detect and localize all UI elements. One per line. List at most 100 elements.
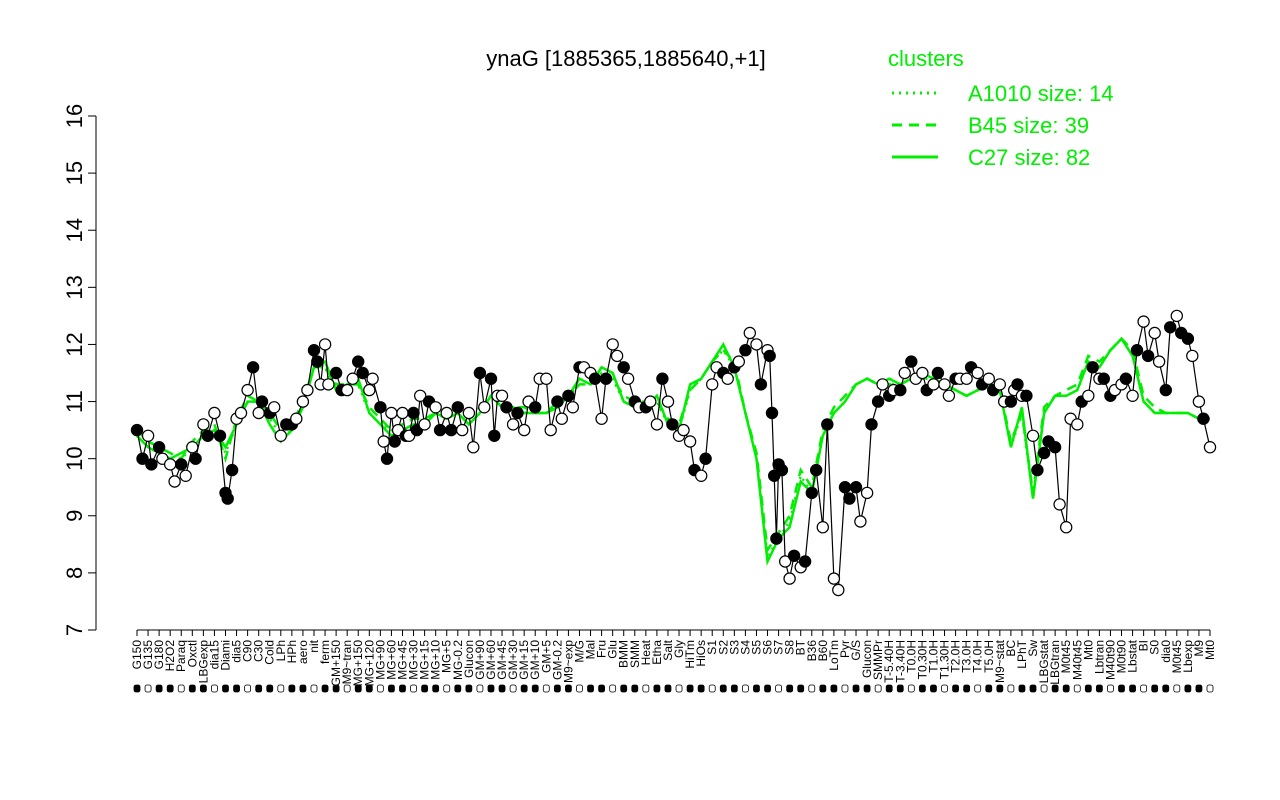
x-tick-label: H2O2 (163, 640, 177, 672)
rug-mark (742, 684, 749, 693)
data-point (234, 406, 248, 420)
data-point (301, 383, 314, 397)
x-tick-label: Oxctl (185, 640, 199, 667)
rug-mark (1195, 684, 1203, 693)
data-point (732, 355, 746, 368)
data-point (529, 401, 542, 414)
data-point (473, 366, 487, 380)
data-point (168, 475, 181, 488)
rug-mark (963, 684, 971, 693)
x-tick-label: HPh (285, 640, 299, 663)
data-point (849, 481, 863, 494)
data-point (418, 418, 431, 431)
data-point (221, 492, 234, 505)
x-tick-label: S5 (749, 640, 763, 655)
data-point (683, 435, 697, 448)
rug-mark (598, 684, 605, 693)
data-point (770, 532, 783, 545)
x-tick-label: MG+45 (395, 640, 409, 680)
rug-mark (1073, 684, 1081, 693)
y-tick-label: 16 (62, 104, 87, 128)
x-tick-label: T-5.40H (882, 640, 896, 683)
rug-mark (365, 684, 373, 693)
data-point (898, 366, 911, 380)
data-point (356, 366, 369, 380)
data-point (329, 366, 343, 380)
rug-mark (531, 684, 539, 693)
rug-mark (553, 684, 561, 693)
x-tick-label: M0t45 (1059, 640, 1073, 674)
x-tick-label: T1.0H (926, 640, 940, 673)
x-tick-label: dia0 (1159, 640, 1173, 663)
rug-mark (1107, 684, 1114, 693)
x-tick-label: Cold (263, 640, 277, 665)
x-tick-label: M40t45 (1070, 640, 1084, 680)
rug-mark (177, 684, 185, 693)
rug-mark (487, 684, 495, 693)
y-tick-label: 15 (62, 161, 87, 185)
x-tick-label: M40t90 (1103, 640, 1117, 680)
data-point (506, 418, 520, 431)
data-point (307, 344, 321, 357)
data-point (179, 469, 192, 482)
data-point (1181, 332, 1195, 345)
x-tick-label: M9~tran (340, 640, 354, 684)
rug-mark (1040, 684, 1048, 693)
rug-mark (896, 684, 904, 693)
x-tick-label: BC (1004, 640, 1018, 657)
rug-mark (930, 684, 937, 693)
x-tick-label: Lbstat (1126, 639, 1140, 672)
rug-mark (1151, 684, 1159, 693)
data-point (1119, 372, 1133, 385)
data-point (488, 429, 501, 442)
rug-mark (299, 684, 307, 693)
data-point (960, 372, 973, 385)
data-point (775, 463, 789, 477)
x-tick-label: MG+30 (407, 640, 421, 680)
data-point (1011, 378, 1024, 391)
x-tick-label: Heat (639, 639, 653, 665)
data-point (805, 486, 819, 500)
x-tick-label: G/S (849, 640, 863, 661)
x-tick-label: B36 (805, 640, 819, 662)
data-point (440, 406, 453, 420)
x-tick-label: T3.0H (960, 640, 974, 673)
x-tick-label: ferm (318, 640, 332, 664)
rug-mark (188, 684, 196, 693)
x-tick-label: S7 (772, 640, 786, 655)
rug-mark (144, 684, 152, 693)
data-point (695, 469, 708, 482)
rug-mark (410, 684, 417, 693)
x-tick-label: Fru (595, 640, 609, 658)
data-point (311, 355, 324, 368)
data-point (763, 349, 776, 363)
data-point (787, 549, 801, 563)
legend-label: B45 size: 39 (968, 113, 1089, 138)
data-point (754, 378, 768, 391)
x-tick-label: HiOs (694, 640, 708, 667)
x-tick-label: MG-0.2 (451, 640, 465, 680)
data-point (588, 372, 602, 385)
rug-mark (852, 684, 860, 693)
data-point (274, 429, 287, 442)
rug-mark (808, 684, 816, 693)
x-tick-label: MG+150 (351, 640, 365, 687)
rug-mark (863, 684, 871, 693)
data-point (938, 378, 951, 391)
data-point (931, 366, 945, 380)
rug-mark (244, 684, 252, 693)
rug-mark (399, 684, 406, 693)
rug-mark (199, 684, 207, 693)
legend-title: clusters (888, 46, 964, 71)
x-tick-label: LoTm (827, 640, 841, 671)
rug-mark (642, 684, 650, 693)
data-point (268, 401, 281, 414)
data-point (566, 401, 580, 414)
x-tick-label: T-3.40H (893, 640, 907, 683)
data-point (562, 389, 575, 402)
x-tick-label: G150 (130, 640, 144, 670)
x-tick-label: Lbtran (1092, 640, 1106, 674)
data-point (743, 326, 757, 340)
data-point (1031, 463, 1044, 477)
data-point (136, 452, 149, 465)
